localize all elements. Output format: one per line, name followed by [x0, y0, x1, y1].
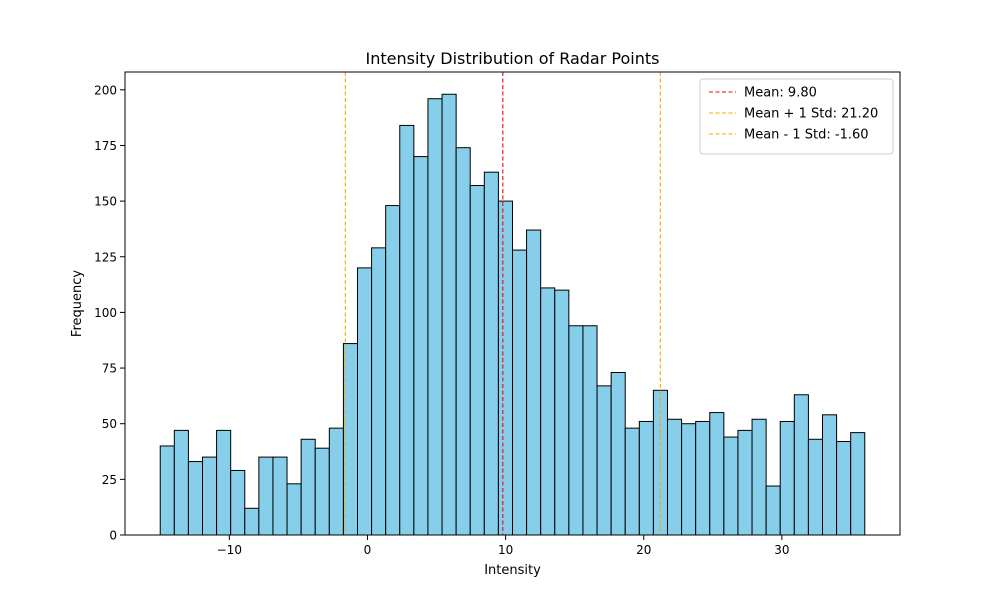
plot-frame [124, 71, 901, 536]
x-tick-label: 30 [774, 543, 789, 557]
histogram-bar [328, 427, 344, 536]
histogram-bar [624, 427, 640, 536]
histogram-bar [836, 441, 852, 536]
y-tick-label: 175 [94, 139, 117, 153]
legend-label: Mean - 1 Std: -1.60 [744, 128, 869, 143]
histogram-bar [314, 447, 330, 536]
histogram-bar [540, 287, 556, 536]
histogram-bar [568, 325, 584, 536]
histogram-bar [638, 420, 654, 536]
histogram-bar [751, 418, 767, 536]
histogram-bar [596, 385, 612, 536]
y-tick-label: 25 [102, 473, 117, 487]
histogram-bar [695, 420, 711, 536]
x-tick-label: 10 [498, 543, 513, 557]
y-tick-label: 200 [94, 83, 117, 97]
histogram-bar [187, 461, 204, 536]
histogram-bar [850, 432, 866, 536]
y-tick-label: 0 [109, 529, 117, 543]
histogram-bar [483, 171, 499, 536]
histogram-bar [610, 372, 626, 536]
reference-lines-group [344, 72, 661, 535]
histogram-bar [554, 289, 570, 536]
legend-label: Mean: 9.80 [744, 86, 817, 101]
legend: Mean: 9.80 Mean + 1 Std: 21.20 Mean - 1 St… [699, 78, 894, 155]
histogram-bar [441, 93, 457, 536]
histogram-bar [469, 185, 485, 536]
histogram-bar [385, 205, 401, 536]
y-tick-label: 125 [94, 250, 117, 264]
histogram-bar [216, 429, 232, 536]
histogram-bar [723, 436, 739, 536]
histogram-bar [497, 200, 514, 536]
histogram-bar [427, 98, 443, 536]
histogram-bar [822, 414, 838, 536]
histogram-bar [455, 147, 471, 536]
x-ticks-group: −10 0 10 20 30 [217, 535, 790, 557]
y-tick-label: 150 [94, 195, 117, 209]
histogram-bar [357, 267, 373, 536]
histogram-bar [258, 456, 274, 536]
x-tick-label: −10 [217, 543, 242, 557]
histogram-bar [159, 445, 175, 536]
histogram-bar [582, 325, 598, 536]
histogram-bar [399, 124, 415, 536]
chart-title: Intensity Distribution of Radar Points [366, 49, 660, 68]
histogram-bar [737, 429, 753, 536]
histogram-bar [413, 156, 429, 536]
y-tick-label: 100 [94, 306, 117, 320]
y-axis-label: Frequency [70, 270, 85, 337]
histogram-bar [300, 438, 316, 536]
histogram-bar [272, 456, 288, 536]
histogram-bar [230, 469, 246, 536]
y-tick-label: 75 [102, 362, 117, 376]
histogram-bar [371, 247, 387, 536]
histogram-bar [765, 485, 781, 536]
histogram-bar [512, 249, 528, 536]
histogram-bar [244, 507, 260, 536]
x-tick-label: 20 [636, 543, 651, 557]
x-tick-label: 0 [364, 543, 372, 557]
legend-box [699, 78, 894, 155]
histogram-bar [709, 412, 725, 536]
histogram-bar [202, 456, 218, 536]
histogram-bar [526, 229, 542, 536]
histogram-bar [807, 438, 823, 536]
y-ticks-group: 0 25 50 75 100 125 150 175 200 [94, 83, 125, 543]
y-tick-label: 50 [102, 417, 117, 431]
legend-label: Mean + 1 Std: 21.20 [744, 107, 878, 122]
histogram-bar [286, 483, 302, 536]
histogram-bar [173, 429, 189, 536]
histogram-bar [667, 418, 683, 536]
histogram-bar [681, 423, 697, 536]
x-axis-label: Intensity [484, 563, 541, 578]
histogram-bar [793, 394, 809, 536]
histogram-bar [779, 420, 795, 536]
